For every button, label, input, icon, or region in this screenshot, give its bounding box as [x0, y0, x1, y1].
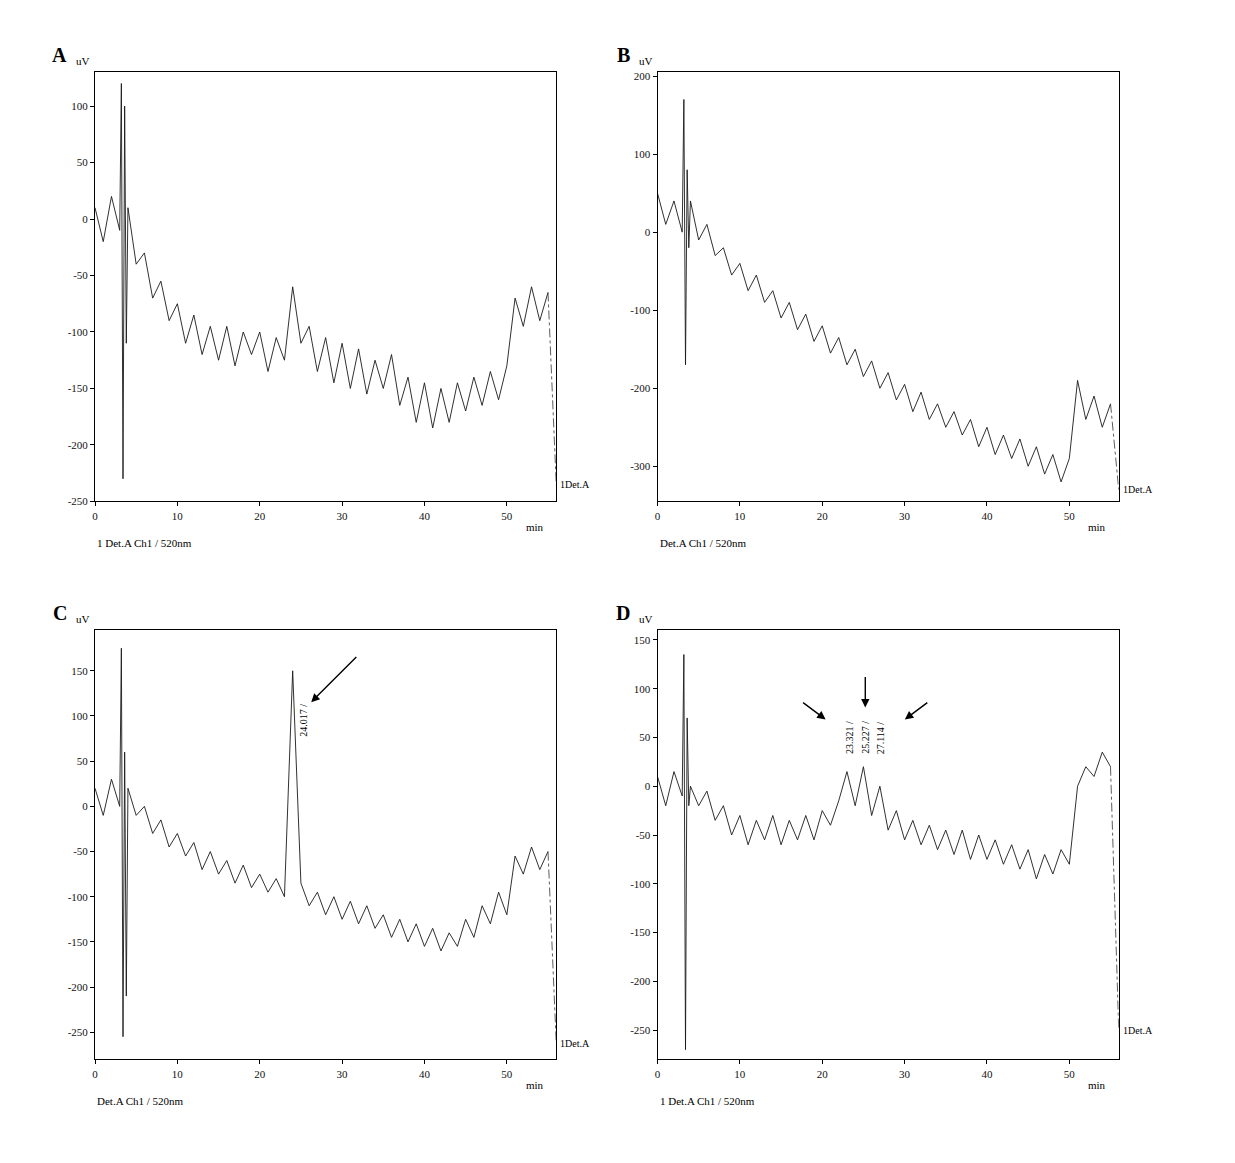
svg-text:23.321 /: 23.321 /	[844, 721, 855, 754]
svg-text:30: 30	[337, 1068, 349, 1080]
svg-text:25.227 /: 25.227 /	[860, 721, 871, 754]
svg-text:40: 40	[419, 1068, 431, 1080]
svg-text:40: 40	[419, 510, 431, 522]
svg-text:-100: -100	[630, 878, 651, 890]
svg-text:0: 0	[655, 510, 661, 522]
svg-text:0: 0	[82, 213, 88, 225]
svg-text:150: 150	[71, 665, 88, 677]
svg-text:30: 30	[899, 510, 911, 522]
svg-text:-100: -100	[630, 304, 651, 316]
svg-text:uV: uV	[76, 55, 90, 67]
svg-text:Det.A Ch1 / 520nm: Det.A Ch1 / 520nm	[660, 537, 747, 549]
svg-text:200: 200	[634, 70, 651, 82]
svg-text:27.114 /: 27.114 /	[875, 722, 886, 755]
svg-text:-150: -150	[630, 926, 651, 938]
svg-text:-200: -200	[630, 975, 651, 987]
svg-text:10: 10	[734, 1068, 746, 1080]
svg-text:-50: -50	[73, 269, 88, 281]
svg-text:20: 20	[254, 510, 266, 522]
svg-text:100: 100	[71, 100, 88, 112]
svg-text:min: min	[526, 521, 544, 533]
svg-text:50: 50	[77, 755, 89, 767]
svg-text:0: 0	[645, 226, 651, 238]
svg-text:1Det.A: 1Det.A	[1123, 1025, 1153, 1036]
svg-text:D: D	[616, 602, 630, 624]
svg-text:C: C	[53, 602, 67, 624]
svg-text:1Det.A: 1Det.A	[560, 479, 590, 490]
svg-text:10: 10	[172, 510, 184, 522]
svg-text:30: 30	[899, 1068, 911, 1080]
svg-text:50: 50	[1064, 510, 1076, 522]
svg-text:-200: -200	[630, 382, 651, 394]
svg-text:1 Det.A Ch1 / 520nm: 1 Det.A Ch1 / 520nm	[97, 537, 192, 549]
svg-text:20: 20	[254, 1068, 266, 1080]
svg-text:uV: uV	[639, 55, 653, 67]
svg-text:1Det.A: 1Det.A	[560, 1038, 590, 1049]
svg-text:-50: -50	[636, 829, 651, 841]
svg-text:1 Det.A Ch1 / 520nm: 1 Det.A Ch1 / 520nm	[660, 1095, 755, 1107]
svg-text:40: 40	[981, 510, 993, 522]
svg-text:50: 50	[639, 731, 651, 743]
svg-text:24.017 /: 24.017 /	[298, 704, 309, 737]
svg-text:-300: -300	[630, 460, 651, 472]
svg-text:-150: -150	[68, 382, 89, 394]
svg-text:-50: -50	[73, 845, 88, 857]
svg-text:50: 50	[501, 510, 512, 522]
svg-text:0: 0	[92, 1068, 98, 1080]
svg-text:B: B	[617, 44, 630, 66]
svg-text:20: 20	[817, 510, 829, 522]
svg-text:0: 0	[82, 800, 88, 812]
svg-text:Det.A Ch1 / 520nm: Det.A Ch1 / 520nm	[97, 1095, 184, 1107]
svg-text:-250: -250	[68, 495, 89, 507]
svg-text:100: 100	[71, 710, 88, 722]
svg-text:-250: -250	[630, 1024, 651, 1036]
svg-text:40: 40	[981, 1068, 993, 1080]
svg-text:min: min	[1088, 1079, 1106, 1091]
svg-text:min: min	[1088, 521, 1106, 533]
svg-text:50: 50	[1064, 1068, 1076, 1080]
svg-text:10: 10	[734, 510, 746, 522]
svg-text:20: 20	[817, 1068, 829, 1080]
svg-text:50: 50	[77, 156, 89, 168]
svg-text:-250: -250	[68, 1026, 89, 1038]
svg-text:-200: -200	[68, 439, 89, 451]
svg-text:30: 30	[337, 510, 349, 522]
svg-text:-100: -100	[68, 326, 89, 338]
svg-text:0: 0	[655, 1068, 661, 1080]
svg-text:min: min	[526, 1079, 544, 1091]
svg-text:150: 150	[634, 634, 651, 646]
svg-text:100: 100	[634, 148, 651, 160]
svg-text:0: 0	[645, 780, 651, 792]
svg-text:50: 50	[501, 1068, 512, 1080]
svg-text:0: 0	[92, 510, 98, 522]
svg-text:A: A	[52, 44, 67, 66]
svg-text:10: 10	[172, 1068, 184, 1080]
svg-text:uV: uV	[76, 613, 90, 625]
svg-text:-100: -100	[68, 891, 89, 903]
svg-text:100: 100	[634, 683, 651, 695]
svg-text:-150: -150	[68, 936, 89, 948]
svg-text:-200: -200	[68, 981, 89, 993]
svg-text:1Det.A: 1Det.A	[1123, 484, 1153, 495]
svg-text:uV: uV	[639, 613, 653, 625]
